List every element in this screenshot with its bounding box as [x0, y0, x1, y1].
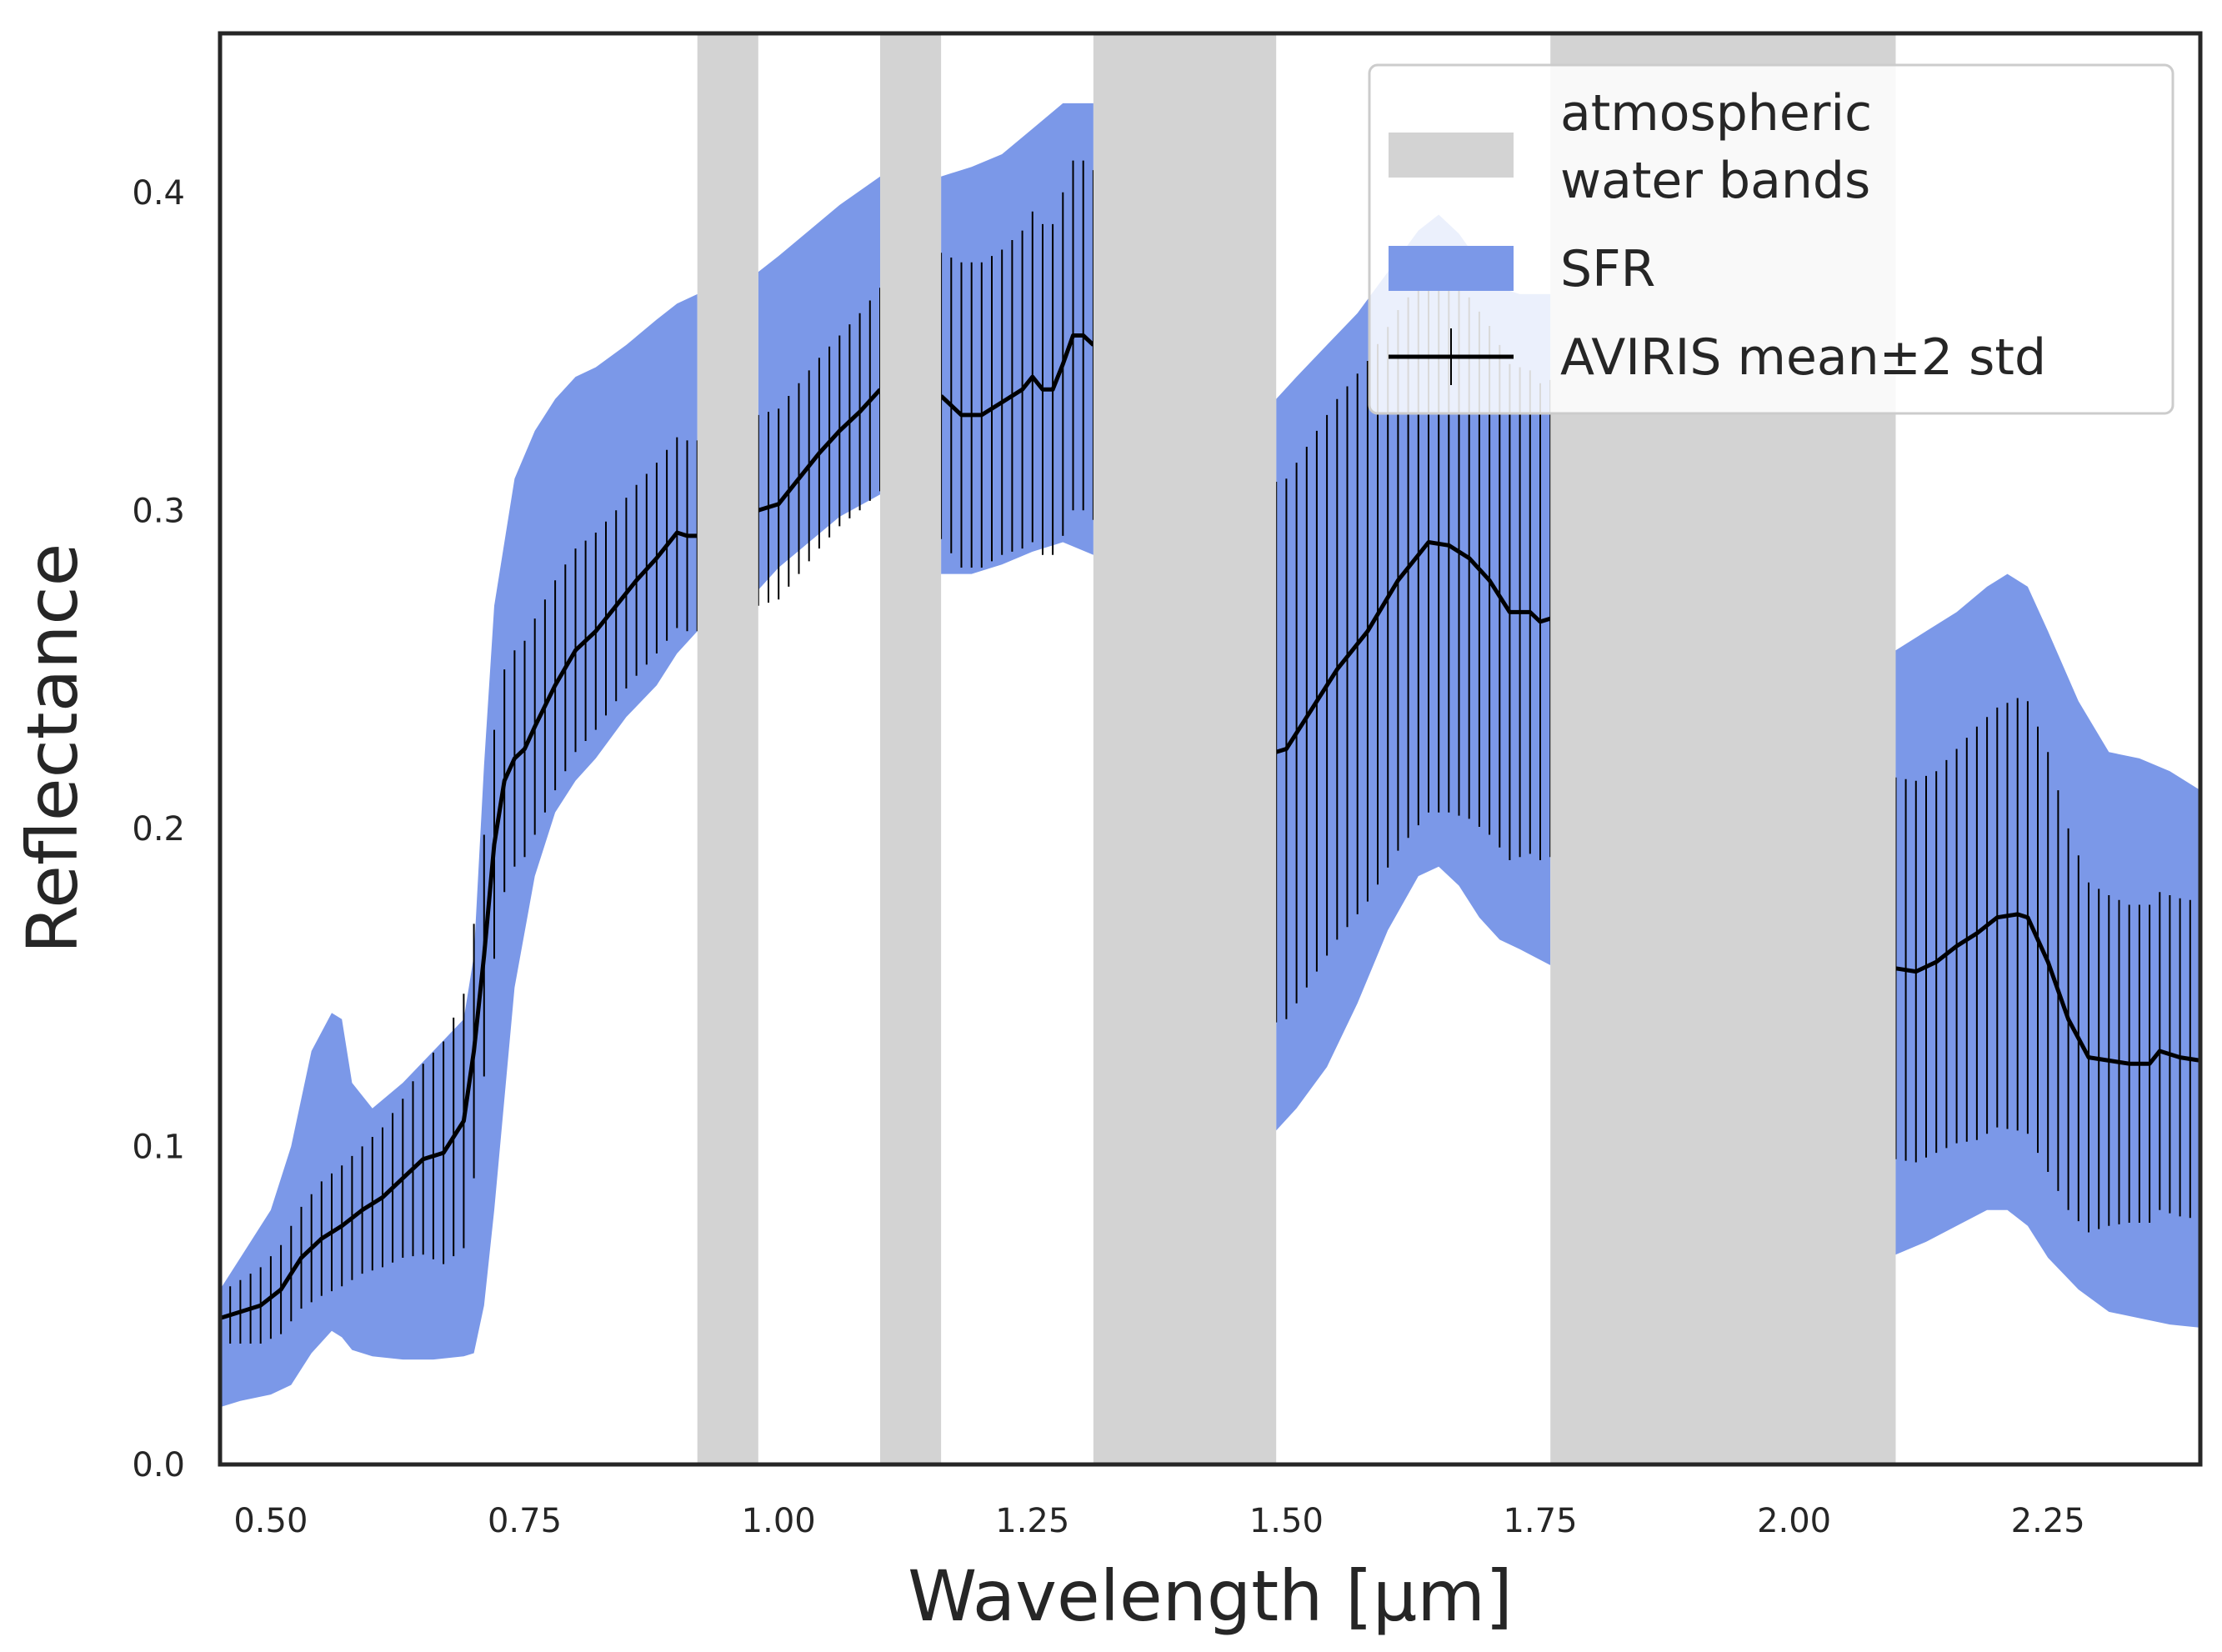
y-tick-labels: 0.0 0.1 0.2 0.3 0.4	[132, 174, 185, 1484]
legend-label-aviris: AVIRIS mean±2 std	[1560, 328, 2046, 387]
sfr-band-segment	[941, 103, 1093, 574]
y-tick-label: 0.0	[132, 1446, 185, 1484]
legend-swatch-water	[1389, 133, 1514, 178]
plot-frame	[218, 31, 2203, 1467]
aviris-mean-line	[219, 530, 698, 1320]
aviris-mean-line	[939, 333, 1095, 418]
legend-box	[1368, 63, 2174, 415]
legend: atmospheric water bands SFR AVIRIS mean±2 s…	[1368, 63, 2174, 415]
legend-label-sfr: SFR	[1560, 240, 1655, 298]
sfr-band-segment	[220, 293, 698, 1408]
x-tick-label: 2.25	[2011, 1502, 2085, 1540]
water-band	[1093, 33, 1277, 1464]
y-tick-label: 0.3	[132, 492, 185, 530]
x-tick-labels: 0.50 0.75 1.00 1.25 1.50 1.75 2.00 2.25	[233, 1502, 2084, 1540]
x-tick-label: 0.50	[233, 1502, 308, 1540]
legend-swatch-sfr	[1389, 246, 1514, 291]
legend-label-water: atmospheric	[1560, 84, 1872, 143]
legend-label-water: water bands	[1560, 152, 1870, 210]
x-tick-label: 1.25	[995, 1502, 1069, 1540]
water-band	[880, 33, 942, 1464]
water-band	[697, 33, 758, 1464]
aviris-mean-line	[1275, 540, 1551, 754]
x-axis-label: Wavelength [µm]	[908, 1555, 1513, 1637]
x-tick-label: 1.50	[1249, 1502, 1324, 1540]
y-tick-label: 0.1	[132, 1128, 185, 1166]
x-tick-label: 1.00	[742, 1502, 816, 1540]
sfr-band-segment	[1276, 214, 1551, 1131]
y-tick-label: 0.2	[132, 810, 185, 849]
aviris-mean-line	[1895, 912, 2201, 1066]
aviris-mean-line	[758, 388, 882, 513]
x-tick-label: 0.75	[488, 1502, 562, 1540]
y-axis-label: Reflectance	[12, 543, 93, 954]
y-tick-label: 0.4	[132, 174, 185, 213]
x-tick-label: 1.75	[1503, 1502, 1577, 1540]
x-tick-label: 2.00	[1757, 1502, 1831, 1540]
